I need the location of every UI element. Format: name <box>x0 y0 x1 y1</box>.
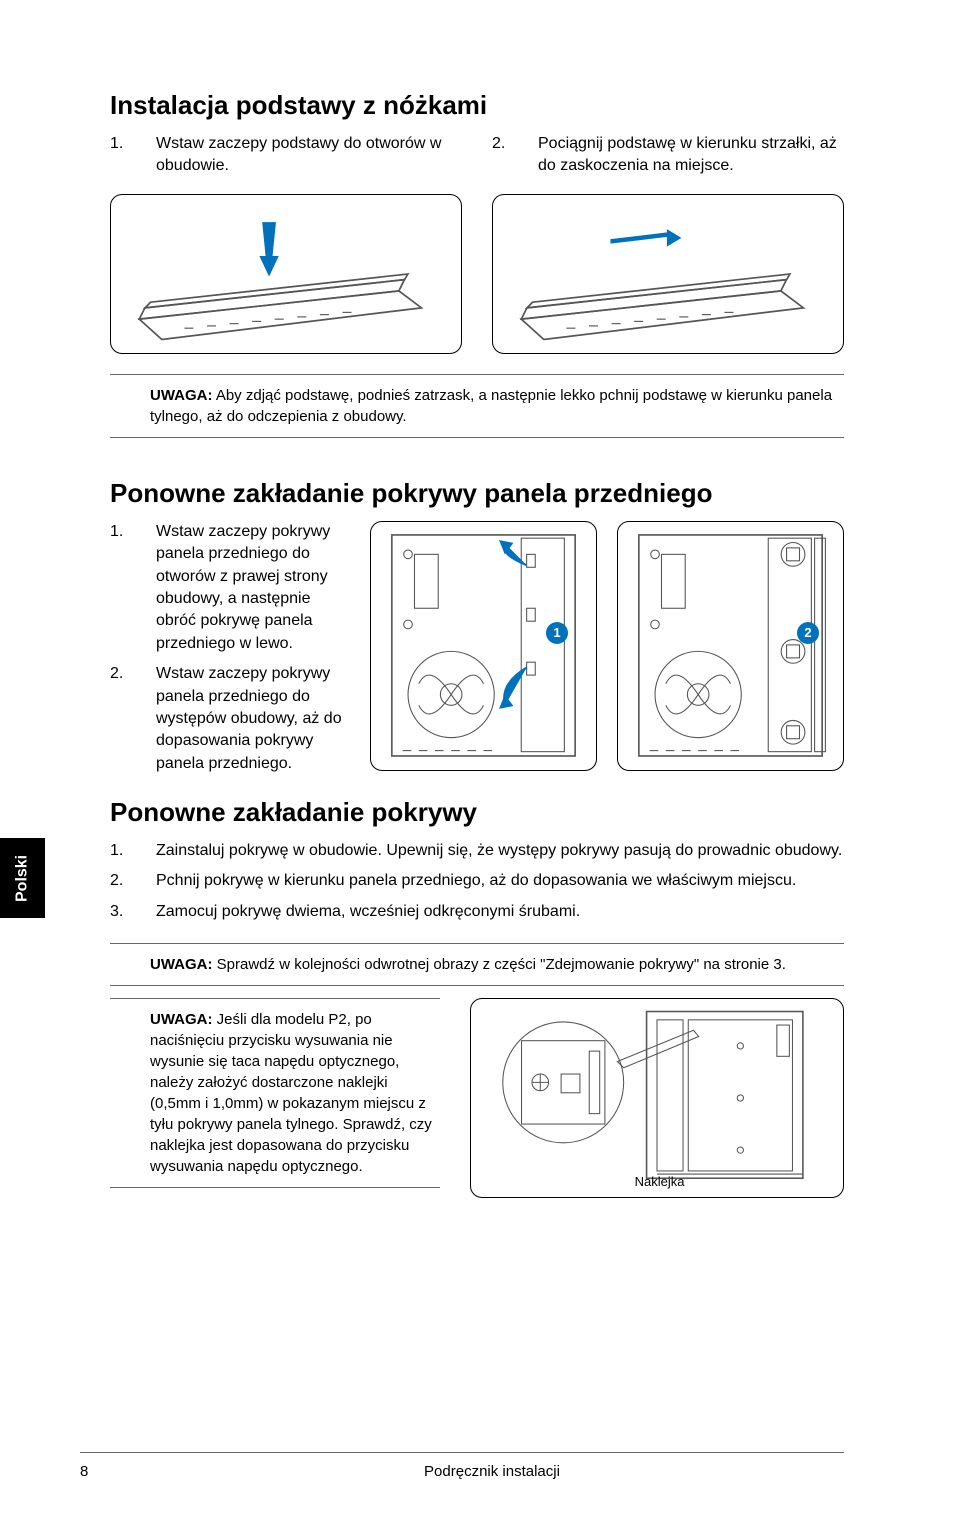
callout-2: 2 <box>797 622 819 644</box>
section3-title: Ponowne zakładanie pokrywy <box>110 797 844 828</box>
step-item: 2. Pchnij pokrywę w kierunku panela prze… <box>110 870 844 892</box>
step-text: Zainstaluj pokrywę w obudowie. Upewnij s… <box>156 840 844 862</box>
step-item: 2. Wstaw zaczepy pokrywy panela przednie… <box>110 663 350 775</box>
section3-steps: 1. Zainstaluj pokrywę w obudowie. Upewni… <box>110 840 844 923</box>
note-text: Sprawdź w kolejności odwrotnej obrazy z … <box>213 956 786 973</box>
note-text: Jeśli dla modelu P2, po naciśnięciu przy… <box>150 1011 432 1175</box>
step-text: Wstaw zaczepy pokrywy panela przedniego … <box>156 521 350 655</box>
page-footer: 8 Podręcznik instalacji <box>80 1452 844 1480</box>
step-number: 3. <box>110 901 136 923</box>
sticker-label: Naklejka <box>635 1174 685 1189</box>
step-text: Pociągnij podstawę w kierunku strzałki, … <box>538 133 844 178</box>
section1-images <box>110 194 844 354</box>
step-text: Wstaw zaczepy pokrywy panela przedniego … <box>156 663 350 775</box>
section2-title: Ponowne zakładanie pokrywy panela przedn… <box>110 478 844 509</box>
step-text: Zamocuj pokrywę dwiema, wcześniej odkręc… <box>156 901 844 923</box>
note-label: UWAGA: <box>150 956 213 973</box>
diagram-stand-slide <box>492 194 844 354</box>
step-item: 3. Zamocuj pokrywę dwiema, wcześniej odk… <box>110 901 844 923</box>
step-item: 2. Pociągnij podstawę w kierunku strzałk… <box>492 133 844 178</box>
note-text: Aby zdjąć podstawę, podnieś zatrzask, a … <box>150 387 832 425</box>
note-label: UWAGA: <box>150 387 213 404</box>
step-number: 1. <box>110 133 136 178</box>
page-number: 8 <box>80 1463 140 1480</box>
step-text: Wstaw zaczepy podstawy do otworów w obud… <box>156 133 462 178</box>
step-number: 2. <box>492 133 518 178</box>
section2-body: 1. Wstaw zaczepy pokrywy panela przednie… <box>110 521 844 783</box>
step-text: Pchnij pokrywę w kierunku panela przedni… <box>156 870 844 892</box>
section1-title: Instalacja podstawy z nóżkami <box>110 90 844 121</box>
step-item: 1. Wstaw zaczepy podstawy do otworów w o… <box>110 133 462 178</box>
note-label: UWAGA: <box>150 1011 213 1028</box>
step-item: 1. Zainstaluj pokrywę w obudowie. Upewni… <box>110 840 844 862</box>
callout-1: 1 <box>546 622 568 644</box>
section3-note2: UWAGA: Jeśli dla modelu P2, po naciśnięc… <box>110 998 440 1188</box>
section1-note: UWAGA: Aby zdjąć podstawę, podnieś zatrz… <box>110 374 844 438</box>
section3-bottom: UWAGA: Jeśli dla modelu P2, po naciśnięc… <box>110 998 844 1198</box>
section1-steps: 1. Wstaw zaczepy podstawy do otworów w o… <box>110 133 844 186</box>
footer-title: Podręcznik instalacji <box>140 1463 844 1480</box>
diagram-sticker: Naklejka <box>470 998 844 1198</box>
step-number: 1. <box>110 521 136 655</box>
diagram-stand-insert <box>110 194 462 354</box>
step-item: 1. Wstaw zaczepy pokrywy panela przednie… <box>110 521 350 655</box>
step-number: 2. <box>110 663 136 775</box>
page-content: Instalacja podstawy z nóżkami 1. Wstaw z… <box>0 90 954 1198</box>
step-number: 2. <box>110 870 136 892</box>
diagram-front-panel-2: 2 <box>617 521 844 771</box>
diagram-front-panel-1: 1 <box>370 521 597 771</box>
section3-note1: UWAGA: Sprawdź w kolejności odwrotnej ob… <box>110 943 844 986</box>
step-number: 1. <box>110 840 136 862</box>
section2-steps: 1. Wstaw zaczepy pokrywy panela przednie… <box>110 521 350 783</box>
section2-images: 1 2 <box>370 521 844 783</box>
